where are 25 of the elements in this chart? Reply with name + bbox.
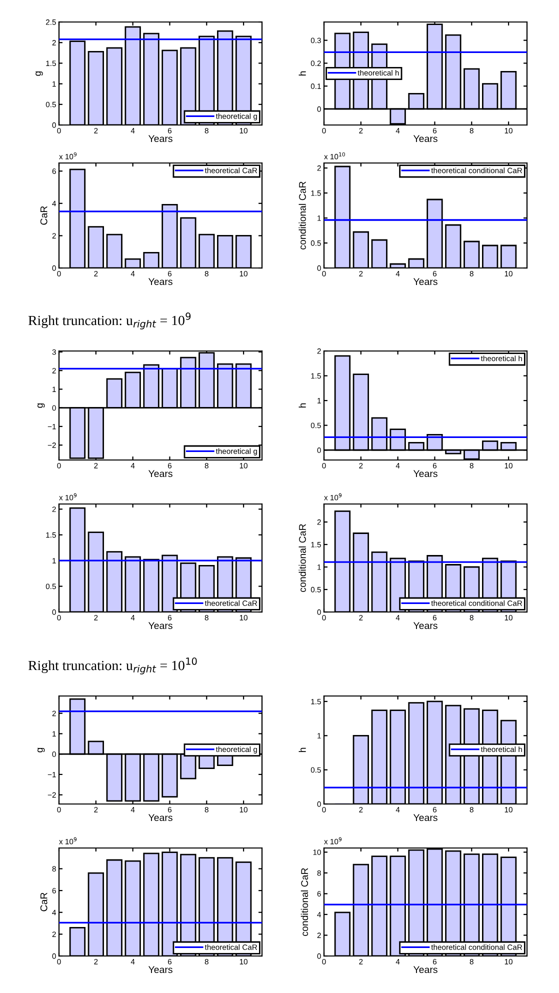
y-axis-title: h — [298, 403, 306, 408]
y-axis-title: h — [298, 748, 306, 752]
x-axis-title: Years — [148, 135, 172, 142]
y-axis-title: g — [38, 403, 45, 408]
y-axis-title: conditional CaR — [298, 182, 306, 250]
x-axis-title: Years — [148, 470, 172, 478]
y-axis-title: CaR — [40, 206, 48, 225]
x-axis-title: Years — [413, 966, 438, 974]
x-axis-title: Years — [413, 278, 438, 286]
chart-title: Right truncation: u$_{right}$ = 10$^{9}$ — [28, 312, 191, 330]
x-axis-title: Years — [413, 814, 438, 822]
x-axis-title: Years — [148, 622, 172, 630]
chart-title: Right truncation: u$_{right}$ = 10$^{10}$ — [28, 658, 197, 674]
x-axis-title: Years — [413, 622, 438, 630]
y-axis-title: g — [36, 71, 43, 76]
y-axis-title: conditional CaR — [298, 524, 306, 592]
x-axis-title: Years — [413, 135, 438, 142]
x-axis-title: Years — [413, 470, 438, 478]
x-axis-title: Years — [148, 278, 172, 286]
y-axis-title: g — [38, 748, 45, 752]
y-axis-title: CaR — [40, 892, 48, 912]
x-axis-title: Years — [148, 814, 172, 822]
y-axis-title: h — [298, 71, 306, 76]
x-axis-title: Years — [148, 966, 172, 974]
y-axis-title: conditional CaR — [300, 868, 308, 936]
